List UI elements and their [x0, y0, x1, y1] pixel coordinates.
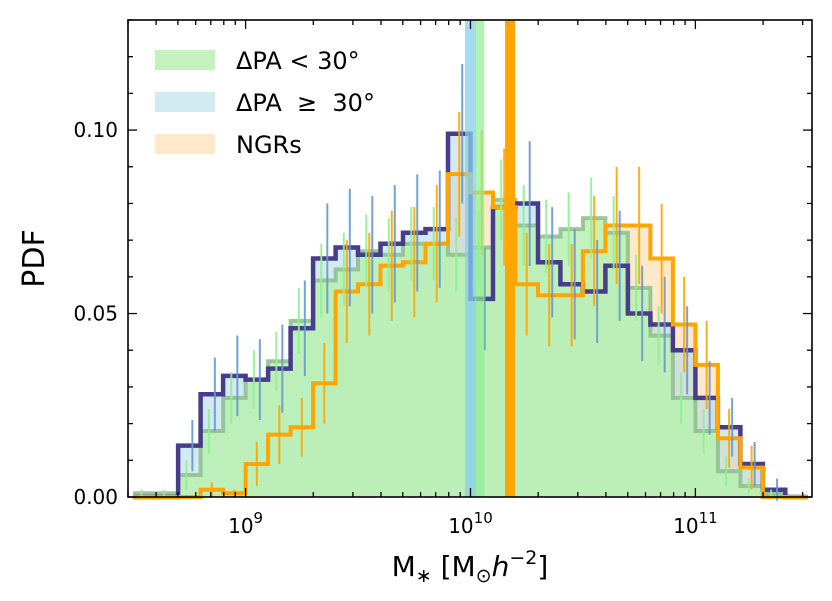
- legend-swatch-ngrs: [155, 134, 215, 154]
- x-tick-base: 10: [228, 514, 253, 538]
- hist-bar-dpa-lt-30: [403, 243, 426, 497]
- x-tick-label: 1011: [673, 509, 718, 538]
- hist-bar-dpa-lt-30: [200, 430, 224, 497]
- hist-bar-dpa-lt-30: [245, 379, 269, 497]
- hist-bar-dpa-lt-30: [672, 397, 696, 497]
- x-axis-label-h: h: [492, 550, 510, 583]
- hist-bar-dpa-lt-30: [650, 335, 673, 497]
- legend-swatch-dpa-lt-30: [155, 50, 215, 70]
- x-tick-exponent: 11: [699, 509, 718, 527]
- hist-bar-dpa-lt-30: [515, 225, 538, 497]
- hist-bar-dpa-lt-30: [425, 243, 449, 497]
- hist-bar-dpa-lt-30: [605, 232, 628, 498]
- x-axis-label: M∗ [M⊙h−2]: [392, 547, 549, 587]
- median-lines: [464, 20, 516, 497]
- legend-swatch-dpa-ge-30: [155, 92, 215, 112]
- x-axis-label-sub: ∗: [416, 565, 432, 587]
- histogram-fills: [133, 133, 786, 498]
- x-axis-label-exp: −2: [509, 547, 537, 569]
- x-axis-label-m: M: [392, 550, 416, 583]
- legend-label-dpa-lt-30: ΔPA < 30°: [236, 47, 360, 75]
- x-axis-label-sun: ⊙: [476, 565, 492, 587]
- x-tick-exponent: 10: [474, 509, 493, 527]
- hist-bar-dpa-lt-30: [223, 397, 246, 497]
- x-tick-base: 10: [673, 514, 698, 538]
- y-axis-label: PDF: [17, 229, 52, 287]
- x-tick-exponent: 9: [254, 509, 264, 527]
- y-tick-label: 0.05: [73, 302, 118, 326]
- hist-bar-dpa-lt-30: [358, 251, 381, 497]
- hist-bar-dpa-lt-30: [582, 218, 606, 497]
- hist-bar-dpa-lt-30: [448, 254, 471, 497]
- x-tick-label: 1010: [448, 509, 493, 538]
- x-tick-label: 109: [228, 509, 263, 538]
- x-axis-label-unit: [M: [432, 550, 476, 583]
- hist-bar-dpa-lt-30: [695, 430, 718, 497]
- hist-bar-dpa-lt-30: [627, 287, 651, 497]
- hist-bar-dpa-lt-30: [537, 236, 561, 497]
- hist-bar-dpa-lt-30: [740, 485, 763, 497]
- x-axis-label-close: ]: [537, 550, 548, 583]
- hist-bar-dpa-lt-30: [380, 254, 404, 497]
- legend-label-ngrs: NGRs: [236, 131, 302, 159]
- legend: ΔPA < 30° ΔPA ≥ 30° NGRs: [155, 47, 375, 159]
- legend-label-dpa-ge-30: ΔPA ≥ 30°: [236, 89, 375, 117]
- y-tick-label: 0.10: [73, 118, 118, 142]
- y-tick-label: 0.00: [73, 485, 118, 509]
- hist-bar-dpa-lt-30: [178, 474, 201, 497]
- hist-bar-dpa-lt-30: [335, 269, 359, 497]
- hist-bar-dpa-lt-30: [717, 471, 741, 497]
- x-tick-base: 10: [448, 514, 473, 538]
